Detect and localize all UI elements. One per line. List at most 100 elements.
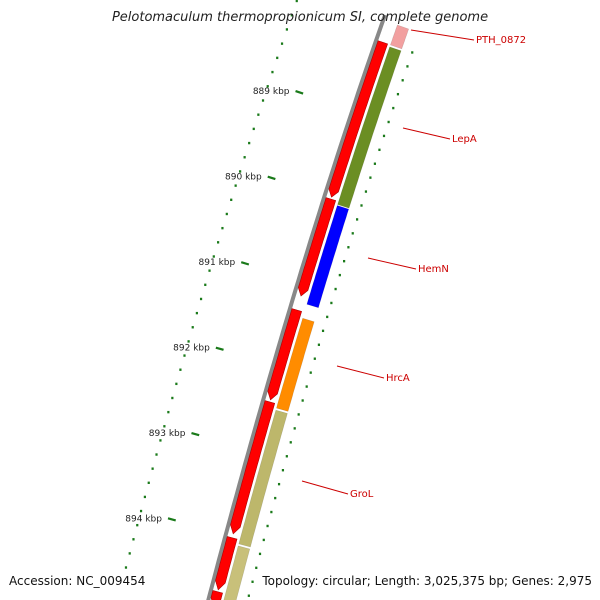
cds-arrow (267, 308, 302, 401)
backbone-line (206, 14, 387, 600)
gc-dot (382, 134, 386, 138)
gene-leader-line (367, 257, 417, 270)
gene-block (337, 46, 402, 209)
gene-leader-line (336, 365, 385, 379)
cds-arrow (215, 536, 238, 591)
gc-dot (155, 453, 158, 456)
gene-block (223, 545, 251, 600)
kbp-tick (295, 90, 304, 95)
cds-arrow (297, 197, 337, 297)
gc-dot (234, 184, 237, 187)
cds-arrow (328, 40, 388, 198)
gc-dot (387, 120, 390, 124)
gc-dot (191, 326, 194, 329)
kbp-ruler: 889 kbp 890 kbp 891 kbp 892 kbp 893 kbp 894 k… (125, 87, 304, 524)
gene-track (223, 24, 410, 600)
gene-label-hemn: HemN (418, 264, 449, 275)
gc-dot (212, 255, 215, 258)
gc-dot (199, 297, 203, 301)
gc-dot (167, 410, 170, 414)
gc-dot (276, 56, 279, 60)
gc-dot (290, 13, 293, 17)
gc-dot (293, 427, 296, 430)
gc-dot (338, 273, 341, 277)
gene-leader-line (402, 127, 451, 140)
kbp-tick-label: 891 kbp (199, 258, 236, 268)
gc-dot (221, 226, 224, 230)
gc-dot (248, 141, 251, 145)
gc-dot (187, 340, 190, 343)
gc-dot (326, 315, 329, 319)
gc-dot (243, 156, 246, 159)
gc-dot (179, 368, 182, 371)
gc-dot (401, 79, 404, 82)
gene-block (238, 409, 288, 548)
gc-dot (128, 552, 131, 555)
kbp-tick-label: 894 kbp (125, 514, 162, 524)
gc-dot (321, 329, 325, 333)
gc-dot (132, 538, 135, 541)
kbp-tick (167, 517, 177, 522)
gc-dot (217, 241, 220, 244)
gc-dot (136, 523, 139, 527)
topology-text: Topology: circular; Length: 3,025,375 bp… (262, 574, 592, 588)
gene-label-grol: GroL (350, 489, 374, 500)
gene-labels: PTH_0872 LepA HemN HrcA GroL (301, 29, 526, 500)
gc-dot (175, 382, 178, 386)
gc-dot (317, 343, 321, 346)
kbp-tick (215, 346, 224, 351)
gc-dot (230, 198, 233, 202)
gc-dot (270, 510, 273, 514)
gc-dot (356, 218, 359, 221)
gc-dot (280, 42, 284, 45)
kbp-tick (240, 261, 250, 266)
gc-dot (305, 385, 308, 388)
cds-arrow (210, 590, 223, 600)
gc-dot (208, 269, 211, 272)
gc-dot (330, 301, 333, 305)
gc-dot (364, 190, 368, 193)
kbp-tick-label: 890 kbp (225, 173, 262, 183)
gc-dot (392, 106, 395, 110)
gc-dot (183, 354, 186, 357)
cds-arrow (230, 400, 276, 535)
gc-dot (143, 495, 146, 499)
gc-dot (239, 170, 242, 173)
kbp-tick (267, 175, 276, 181)
gc-dot (334, 287, 337, 291)
gc-dot (247, 594, 250, 597)
gc-dot (163, 425, 166, 428)
gc-dot (285, 455, 288, 458)
gc-dot (396, 92, 400, 96)
gc-dot (252, 127, 255, 131)
gc-dot (251, 580, 254, 583)
gc-dot (347, 246, 350, 249)
gene-leader-line (410, 29, 475, 41)
gc-dot (360, 204, 363, 207)
gene-label-pth_0872: PTH_0872 (476, 35, 526, 46)
gc-dot (313, 357, 316, 360)
gc-dot (258, 552, 262, 556)
gc-dot (257, 113, 260, 116)
gc-dot (373, 162, 377, 165)
accession-text: Accession: NC_009454 (9, 574, 146, 588)
gc-dot (261, 99, 265, 102)
gc-dot (139, 509, 143, 513)
gc-dot (255, 566, 258, 570)
kbp-tick-label: 892 kbp (173, 344, 210, 354)
gene-block (390, 24, 410, 50)
kbp-tick-label: 889 kbp (253, 87, 290, 97)
gc-dot (266, 524, 269, 528)
gc-dot (274, 496, 277, 500)
gc-content-dots (124, 0, 414, 597)
gc-dot (171, 396, 174, 400)
gc-dot (297, 413, 300, 416)
gene-leader-line (301, 480, 349, 495)
gc-dot (266, 85, 269, 88)
gc-dot (369, 176, 372, 179)
gene-block (276, 317, 315, 412)
gc-dot (301, 399, 304, 402)
gc-dot (204, 283, 207, 287)
